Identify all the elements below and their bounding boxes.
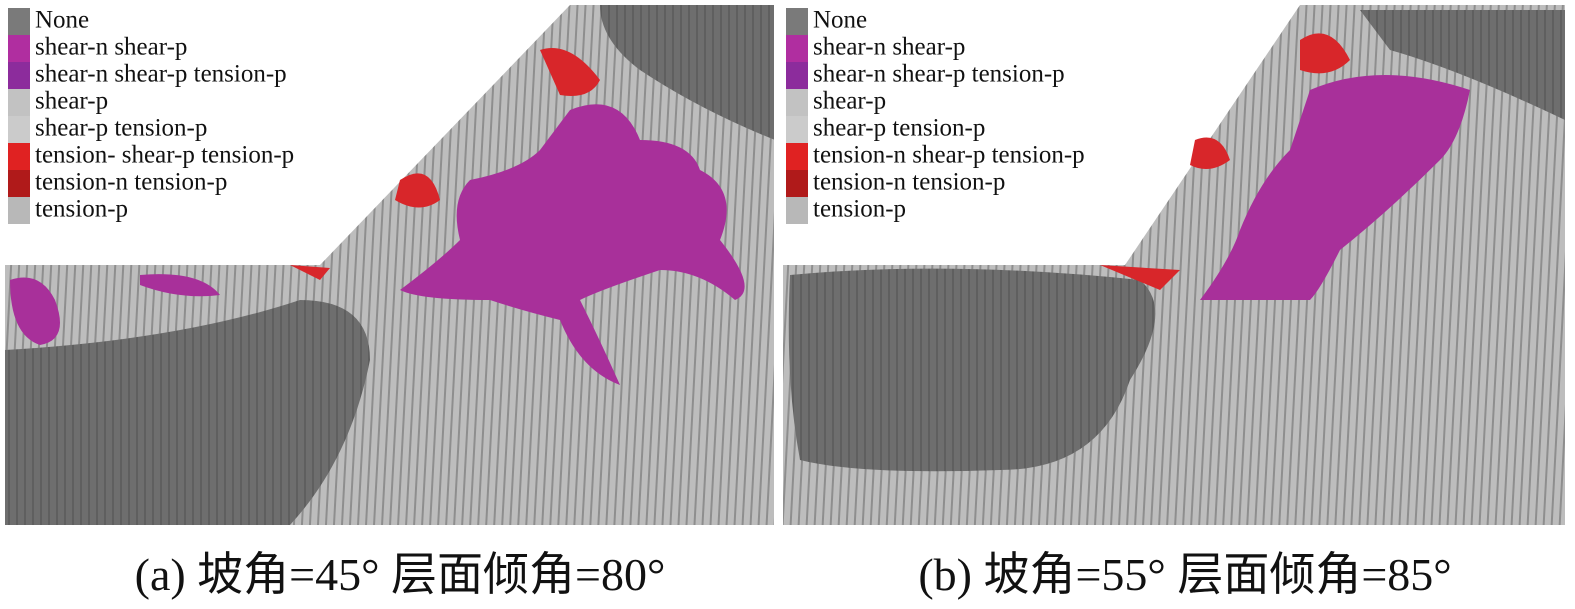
legend-swatch: [8, 143, 30, 170]
legend-label: shear-n shear-p: [813, 34, 965, 61]
weak-zone: [788, 268, 1156, 472]
legend-label: shear-p: [35, 88, 108, 115]
legend-label: tension-p: [35, 196, 128, 223]
legend-swatch: [786, 8, 808, 35]
legend-swatch: [786, 197, 808, 224]
caption: (b) 坡角=55° 层面倾角=85°: [918, 549, 1451, 600]
weak-zone: [5, 300, 370, 525]
legend-label: shear-p: [813, 88, 886, 115]
legend-swatch: [786, 62, 808, 89]
panel-b: [783, 5, 1565, 525]
panel-a: [5, 5, 778, 525]
legend-label: None: [35, 7, 89, 34]
legend-swatch: [786, 143, 808, 170]
legend-label: shear-n shear-p: [35, 34, 187, 61]
legend-swatch: [8, 8, 30, 35]
legend-label: shear-n shear-p tension-p: [35, 61, 287, 88]
legend-swatch: [8, 89, 30, 116]
legend-swatch: [8, 197, 30, 224]
legend-swatch: [786, 116, 808, 143]
legend-swatch: [8, 62, 30, 89]
legend-swatch: [8, 116, 30, 143]
legend-swatch: [8, 170, 30, 197]
legend-label: tension- shear-p tension-p: [35, 142, 294, 169]
legend-swatch: [8, 35, 30, 62]
legend-label: tension-n shear-p tension-p: [813, 142, 1085, 169]
shear-zone: [1200, 75, 1470, 300]
tension-zone: [1100, 33, 1350, 290]
legend-label: shear-n shear-p tension-p: [813, 61, 1065, 88]
legend-label: tension-n tension-p: [35, 169, 227, 196]
legend-label: tension-p: [813, 196, 906, 223]
shear-zone: [400, 104, 745, 386]
shear-zone: [10, 274, 220, 345]
weak-zone: [1360, 10, 1565, 120]
legend-label: shear-p tension-p: [35, 115, 207, 142]
legend-label: None: [813, 7, 867, 34]
legend-label: tension-n tension-p: [813, 169, 1005, 196]
legend-label: shear-p tension-p: [813, 115, 985, 142]
legend-swatch: [786, 35, 808, 62]
caption: (a) 坡角=45° 层面倾角=80°: [135, 549, 666, 600]
legend-swatch: [786, 89, 808, 116]
legend-swatch: [786, 170, 808, 197]
tension-zone: [290, 48, 600, 280]
weak-zone: [600, 5, 775, 140]
